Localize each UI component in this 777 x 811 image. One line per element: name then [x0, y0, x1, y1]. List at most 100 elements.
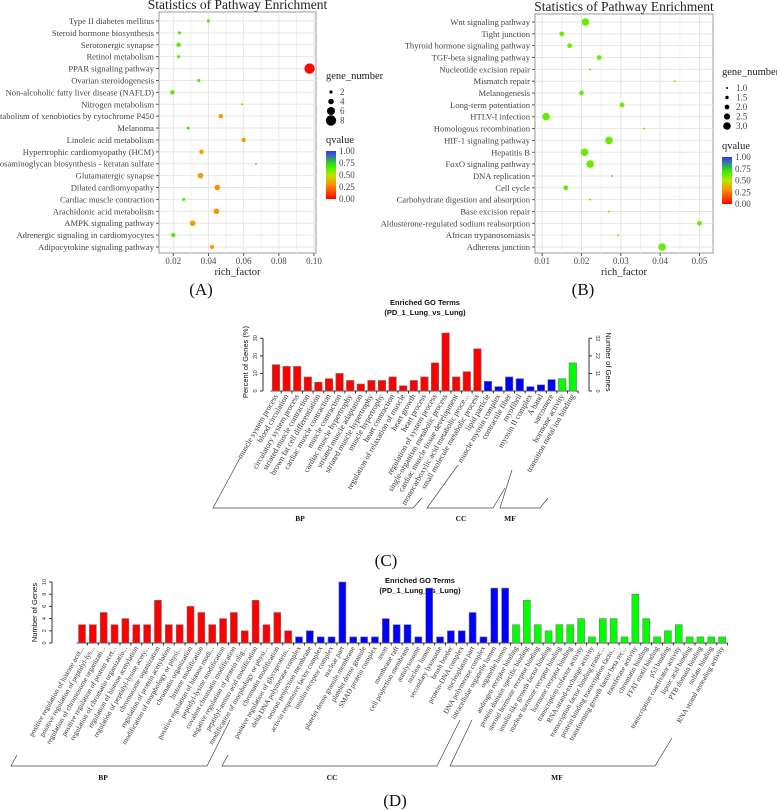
bar-mf: [685, 636, 694, 644]
bar-bp: [473, 348, 482, 392]
pathway-label: HTLV-I infection: [470, 112, 530, 122]
pathway-point: [611, 174, 614, 177]
size-legend-label: 2.0: [736, 102, 748, 112]
x-tick-label: 0.02: [574, 256, 590, 266]
bar-cc: [457, 630, 466, 644]
pathway-point: [589, 198, 592, 201]
bar-mf: [674, 624, 683, 644]
pathway-label: Steroid hormone biosynthesis: [52, 28, 155, 38]
bar-bp: [186, 606, 195, 644]
bar-mf: [568, 362, 577, 392]
color-legend-label: 0.00: [735, 199, 751, 209]
x-tick-label: 0.05: [692, 256, 708, 266]
pathway-point: [241, 137, 246, 143]
bar-cc: [436, 636, 444, 644]
color-legend-label: 0.75: [735, 164, 751, 174]
bar-bp: [399, 385, 408, 392]
bar-bp: [273, 612, 282, 644]
bar-bp: [197, 612, 206, 644]
pathway-label: Metabolism of xenobiotics by cytochrome …: [0, 111, 154, 121]
pathway-label: PPAR signaling pathway: [68, 64, 154, 74]
pathway-point: [189, 220, 196, 227]
color-legend-label: 0.50: [339, 170, 355, 180]
bar-cc: [501, 587, 509, 644]
bar-bp: [175, 624, 184, 644]
group-bracket-mf: [449, 719, 673, 767]
pathway-label: Wnt signaling pathway: [450, 17, 530, 27]
y-tick-label: 20: [253, 353, 259, 359]
chart-subtitle: (PD_1_Lung_vs_Lung): [384, 308, 466, 317]
pathway-point: [567, 43, 573, 49]
pathway-point: [673, 80, 676, 83]
bar-cc: [505, 376, 514, 392]
plot-area: [534, 13, 714, 254]
x-tick-label: 0.04: [201, 256, 217, 266]
group-bracket-cc: [221, 719, 461, 767]
panel-label: (A): [189, 280, 213, 299]
pathway-point: [580, 148, 589, 157]
bar-bp: [430, 362, 440, 392]
bar-bp: [262, 624, 271, 644]
bar-mf: [653, 636, 661, 644]
bar-bp: [143, 624, 151, 644]
color-legend-label: 0.75: [339, 158, 355, 168]
color-legend-title: qvalue: [326, 135, 354, 146]
bar-mf: [588, 636, 596, 644]
group-bracket-bp: [212, 457, 423, 509]
panel-b-pathway-enrichment: 0.01 0.02 0.03 0.04 0.05 Wnt signaling pathwa…: [381, 0, 777, 278]
bar-cc: [414, 636, 423, 644]
bar-cc: [360, 636, 368, 644]
size-legend-label: 2.5: [736, 112, 748, 122]
size-legend-dot: [723, 122, 731, 130]
bar-mf: [544, 630, 553, 644]
bar-cc: [526, 386, 535, 392]
group-bracket-bp: [10, 719, 231, 767]
y-tick-label-right: 22: [594, 353, 600, 359]
pathway-label: Mismatch repair: [473, 76, 530, 86]
bar-bp: [356, 383, 365, 392]
size-legend-label: 3.0: [736, 121, 748, 131]
x-axis-label: rich_factor: [214, 267, 261, 278]
pathway-label: Melanoma: [117, 123, 154, 133]
bar-mf: [555, 624, 564, 644]
bar-mf: [609, 618, 618, 644]
bar-mf: [577, 618, 585, 644]
size-legend-dot: [723, 113, 731, 120]
pathway-point: [197, 172, 204, 179]
pathway-point: [617, 234, 620, 237]
pathway-label: Adipocytokine signaling pathway: [38, 242, 155, 252]
y-axis-label-right: Number of Genes: [604, 332, 613, 391]
pathway-point: [176, 55, 181, 59]
bar-mf: [558, 378, 567, 392]
chart-title: Enriched GO Terms: [390, 298, 460, 307]
bar-bp: [452, 376, 461, 392]
color-legend-label: 1.00: [339, 146, 355, 156]
pathway-label: Glutamatergic synapse: [76, 171, 155, 181]
chart-title: Enriched GO Terms: [385, 576, 455, 585]
bar-bp: [230, 612, 238, 644]
pathway-point: [218, 113, 223, 119]
chart-subtitle: (PD_1_Lung_vs_Lung): [379, 586, 461, 595]
bar-bp: [251, 599, 260, 644]
group-bracket-cc: [426, 464, 506, 509]
panel-label: (D): [383, 791, 407, 810]
bar-mf: [620, 636, 629, 644]
pathway-label: Nitrogen metabolism: [81, 99, 154, 109]
panel-d-go-terms: Enriched GO Terms(PD_1_Lung_vs_Lung) 0 2 4 6…: [10, 576, 729, 782]
y-tick-label-right: 0: [594, 389, 600, 392]
bar-bp: [78, 624, 86, 644]
bar-bp: [441, 332, 450, 392]
pathway-label: Cardiac muscle contraction: [60, 194, 155, 204]
x-axis-label: rich_factor: [601, 267, 648, 278]
y-tick-label: 30: [253, 335, 259, 341]
pathway-label: Carbohydrate digestion and absorption: [397, 195, 531, 205]
pathway-label: Serotonergic synapse: [81, 40, 154, 50]
pathway-point: [209, 244, 215, 250]
bar-cc: [536, 384, 546, 392]
group-label: CC: [327, 773, 338, 782]
pathway-label: Base excision repair: [460, 206, 530, 216]
x-tick-label: 0.04: [652, 256, 668, 266]
bar-bp: [420, 376, 429, 392]
pathway-label: Homologous recombination: [434, 124, 531, 134]
pathway-label: Nucleotide excision repair: [439, 64, 530, 74]
